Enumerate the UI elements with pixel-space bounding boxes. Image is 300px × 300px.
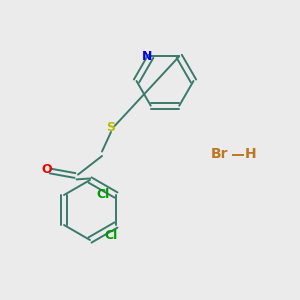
Text: Cl: Cl <box>97 188 110 202</box>
Text: H: H <box>245 148 256 161</box>
Text: S: S <box>106 121 116 134</box>
Text: Cl: Cl <box>105 229 118 242</box>
Text: O: O <box>41 163 52 176</box>
Text: N: N <box>142 50 152 63</box>
Text: Br: Br <box>210 148 228 161</box>
